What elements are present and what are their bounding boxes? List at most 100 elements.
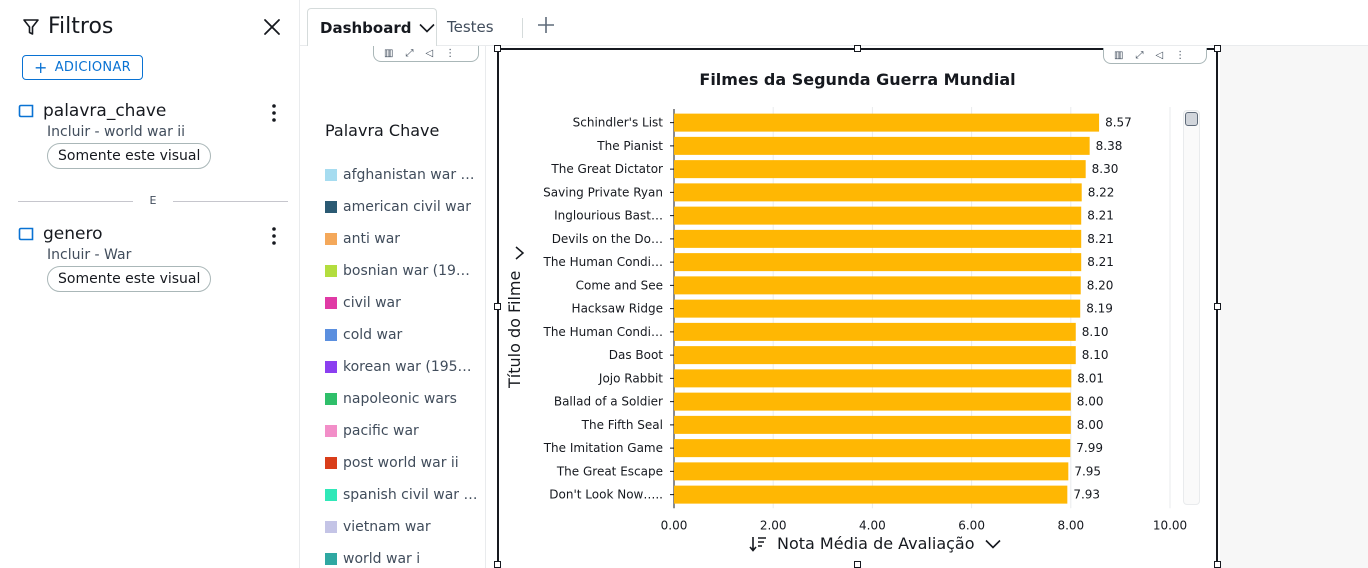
- filter-scope-pill[interactable]: Somente este visual: [47, 266, 212, 292]
- y-axis-title[interactable]: Título do Filme: [505, 270, 524, 388]
- scrollbar-thumb[interactable]: [1185, 112, 1198, 126]
- filter-panel-title: Filtros: [48, 14, 114, 39]
- legend-item[interactable]: korean war (195…: [325, 359, 472, 375]
- legend-visual[interactable]: ▥ ⤢ ◁ ⋮ Palavra Chave afghanistan war … a…: [300, 46, 486, 568]
- x-tick-label: 2.00: [760, 518, 787, 532]
- category-label: The Great Escape: [556, 464, 663, 478]
- resize-handle[interactable]: [854, 45, 861, 52]
- legend-item[interactable]: cold war: [325, 327, 402, 343]
- sort-descending-icon[interactable]: [749, 535, 767, 553]
- legend-swatch: [325, 521, 337, 533]
- bar[interactable]: [674, 253, 1082, 272]
- bar[interactable]: [674, 136, 1090, 155]
- x-axis-title: Nota Média de Avaliação: [777, 534, 975, 553]
- legend-label: korean war (195…: [343, 359, 472, 375]
- category-label: The Fifth Seal: [581, 418, 663, 432]
- legend-item[interactable]: post world war ii: [325, 455, 459, 471]
- legend-item[interactable]: spanish civil war …: [325, 487, 477, 503]
- data-label: 8.10: [1082, 348, 1109, 362]
- data-label: 8.57: [1105, 116, 1132, 130]
- category-label: The Pianist: [596, 139, 663, 153]
- tab-testes[interactable]: Testes: [447, 18, 494, 36]
- bar[interactable]: [674, 392, 1071, 411]
- chevron-right-icon[interactable]: [513, 246, 525, 260]
- bar[interactable]: [674, 299, 1081, 318]
- legend-item[interactable]: afghanistan war …: [325, 167, 475, 183]
- legend-label: anti war: [343, 231, 401, 247]
- data-label: 7.93: [1073, 488, 1100, 502]
- bar[interactable]: [674, 229, 1082, 248]
- bar[interactable]: [674, 183, 1082, 202]
- legend-item[interactable]: bosnian war (19…: [325, 263, 470, 279]
- resize-handle[interactable]: [494, 45, 501, 52]
- more-options-icon[interactable]: ⋮: [1175, 50, 1186, 61]
- filter-scope-pill[interactable]: Somente este visual: [47, 143, 212, 169]
- legend-swatch: [325, 265, 337, 277]
- tab-dashboard-label: Dashboard: [320, 18, 412, 37]
- expand-icon[interactable]: ⤢: [1135, 50, 1144, 61]
- legend-item[interactable]: civil war: [325, 295, 401, 311]
- category-label: Schindler's List: [573, 116, 664, 130]
- legend-item[interactable]: napoleonic wars: [325, 391, 457, 407]
- more-options-icon[interactable]: [266, 103, 282, 123]
- tab-dashboard[interactable]: Dashboard: [307, 8, 437, 46]
- resize-handle[interactable]: [854, 561, 861, 568]
- bar[interactable]: [674, 369, 1072, 388]
- legend-label: civil war: [343, 295, 401, 311]
- data-label: 8.22: [1088, 185, 1115, 199]
- bar[interactable]: [674, 415, 1071, 434]
- close-icon[interactable]: [262, 17, 282, 37]
- filter-icon[interactable]: ◁: [1155, 50, 1164, 61]
- filter-panel: Filtros + ADICIONAR palavra_chave Inclui…: [0, 0, 300, 568]
- data-label: 8.01: [1077, 371, 1104, 385]
- legend-item[interactable]: american civil war: [325, 199, 471, 215]
- more-options-icon[interactable]: [266, 226, 282, 246]
- plus-icon: +: [34, 57, 48, 77]
- chevron-down-icon[interactable]: [419, 23, 436, 33]
- data-label: 8.20: [1087, 278, 1114, 292]
- legend-item[interactable]: vietnam war: [325, 519, 431, 535]
- filter-card-palavra-chave[interactable]: palavra_chave Incluir - world war ii Som…: [18, 101, 288, 169]
- bar[interactable]: [674, 206, 1082, 225]
- bar[interactable]: [674, 160, 1086, 179]
- chart-scrollbar[interactable]: [1183, 110, 1200, 505]
- category-label: Inglourious Bast…: [554, 209, 663, 223]
- data-label: 8.19: [1086, 302, 1113, 316]
- legend-item[interactable]: anti war: [325, 231, 400, 247]
- bar[interactable]: [674, 462, 1069, 481]
- filter-name: genero: [43, 224, 103, 244]
- add-filter-button[interactable]: + ADICIONAR: [22, 55, 143, 80]
- resize-handle[interactable]: [1214, 303, 1221, 310]
- bar[interactable]: [674, 485, 1068, 504]
- bar[interactable]: [674, 322, 1076, 341]
- legend-swatch: [325, 393, 337, 405]
- legend-swatch: [325, 425, 337, 437]
- resize-handle[interactable]: [1214, 45, 1221, 52]
- bar[interactable]: [674, 276, 1081, 295]
- data-label: 8.10: [1082, 325, 1109, 339]
- expand-icon[interactable]: ⤢: [405, 48, 414, 59]
- data-label: 8.21: [1087, 232, 1114, 246]
- filter-separator: E: [18, 194, 288, 207]
- bar-chart-visual[interactable]: ▥ ⤢ ◁ ⋮ Filmes da Segunda Guerra Mundial…: [497, 48, 1218, 568]
- legend-swatch: [325, 169, 337, 181]
- visual-type-icon[interactable]: ▥: [384, 48, 394, 59]
- more-options-icon[interactable]: ⋮: [445, 48, 456, 59]
- legend-item[interactable]: world war i: [325, 551, 420, 567]
- visual-type-icon[interactable]: ▥: [1114, 50, 1124, 61]
- chevron-down-icon[interactable]: [984, 539, 1001, 549]
- x-axis-title-control[interactable]: Nota Média de Avaliação: [749, 534, 1001, 553]
- category-label: Hacksaw Ridge: [572, 302, 663, 316]
- filter-icon[interactable]: ◁: [425, 48, 434, 59]
- bar[interactable]: [674, 113, 1100, 132]
- bar[interactable]: [674, 346, 1076, 365]
- bar[interactable]: [674, 439, 1071, 458]
- resize-handle[interactable]: [494, 561, 501, 568]
- legend-item[interactable]: pacific war: [325, 423, 419, 439]
- legend-visual-toolbar: ▥ ⤢ ◁ ⋮: [373, 46, 479, 62]
- resize-handle[interactable]: [1214, 561, 1221, 568]
- add-tab-icon[interactable]: [536, 15, 556, 35]
- resize-handle[interactable]: [494, 303, 501, 310]
- x-tick-label: 4.00: [859, 518, 886, 532]
- filter-card-genero[interactable]: genero Incluir - War Somente este visual: [18, 224, 288, 292]
